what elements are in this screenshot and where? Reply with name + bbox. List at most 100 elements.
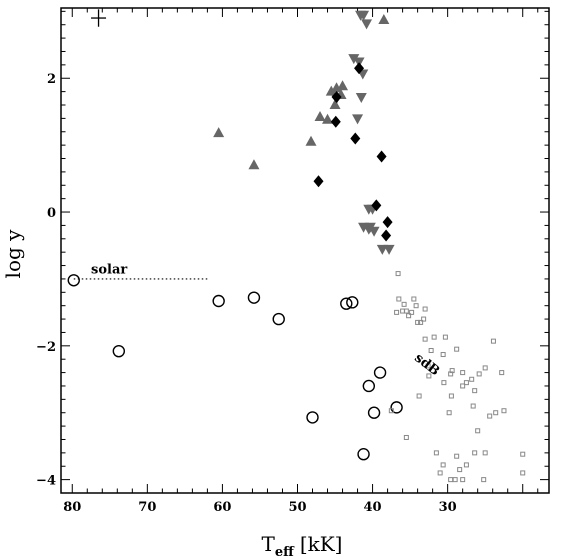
small-square-point (440, 462, 446, 468)
y-tick-labels: −4 −2 0 2 (36, 72, 56, 488)
small-square-point (520, 451, 526, 457)
small-square-point (442, 334, 448, 340)
small-square-point (460, 477, 466, 483)
open-circle-point (112, 344, 126, 358)
small-square-point (446, 410, 452, 416)
diamond-point (382, 216, 393, 229)
small-square-point (463, 380, 469, 386)
small-square-point (520, 470, 526, 476)
triangle-up-point (248, 159, 260, 170)
small-square-point (448, 393, 454, 399)
data-points (67, 10, 526, 483)
x-axis-title-sub: eff (275, 545, 295, 559)
triangle-up-point (337, 80, 349, 91)
y-axis-title: log y (1, 229, 25, 279)
small-square-point (394, 309, 400, 315)
y-tick-label: −4 (36, 474, 56, 489)
small-square-point (425, 363, 431, 369)
open-circle-point (346, 296, 359, 309)
small-square-point (418, 319, 424, 325)
small-square-point (388, 408, 394, 414)
small-square-point (416, 393, 422, 399)
small-square-point (421, 316, 427, 322)
small-square-point (441, 380, 447, 386)
plot-border (60, 7, 550, 494)
small-square-point (411, 296, 417, 302)
small-square-point (403, 308, 409, 314)
small-square-point (433, 450, 439, 456)
plot-frame (60, 7, 550, 494)
small-square-point (454, 453, 460, 459)
small-square-point (431, 334, 437, 340)
small-square-point (501, 408, 507, 414)
open-circle-point (367, 406, 381, 419)
diamond-point (354, 62, 365, 75)
small-square-point (449, 368, 455, 374)
triangle-up-point (213, 127, 225, 138)
x-axis-title: Teff [kK] (262, 532, 343, 559)
small-square-point (472, 388, 478, 394)
small-square-point (463, 462, 469, 468)
x-tick-label: 30 (439, 500, 457, 515)
small-square-point (448, 477, 454, 483)
y-tick-label: −2 (36, 340, 56, 355)
x-tick-label: 70 (138, 500, 156, 515)
small-square-point (428, 348, 434, 354)
small-square-point (406, 313, 412, 319)
small-square-point (401, 301, 407, 307)
triangle-up-point (378, 14, 390, 25)
open-circle-point (340, 297, 353, 310)
triangle-down-point (361, 19, 373, 30)
open-circle-point (306, 411, 319, 424)
small-square-point (460, 370, 466, 376)
small-square-point (472, 450, 478, 456)
small-square-point (422, 306, 428, 312)
small-square-point (415, 319, 421, 325)
small-square-point (395, 271, 401, 277)
triangle-down-point (352, 114, 364, 125)
open-circle-point (362, 379, 376, 393)
x-tick-labels: 80 70 60 50 40 30 (63, 500, 456, 515)
triangle-down-point (368, 226, 380, 237)
diamond-point (376, 150, 387, 163)
small-square-point (403, 434, 409, 440)
open-circle-point (357, 448, 370, 461)
small-square-point (493, 410, 499, 416)
diamond-point (331, 90, 342, 103)
x-tick-label: 60 (213, 500, 231, 515)
open-circle-point (272, 312, 285, 326)
triangle-up-point (322, 113, 334, 124)
triangle-up-point (325, 85, 337, 96)
open-circle-point (212, 294, 225, 308)
small-square-point (440, 352, 446, 358)
solar-label: solar (91, 263, 127, 278)
triangle-down-point (358, 10, 370, 21)
small-square-point (460, 383, 466, 389)
small-square-point (475, 428, 481, 434)
triangle-down-point (355, 92, 367, 103)
small-square-point (426, 373, 432, 379)
open-circle-point (247, 291, 261, 304)
small-square-point (487, 413, 493, 419)
diamond-point (313, 175, 324, 188)
y-tick-label: 2 (47, 72, 56, 87)
small-square-point (396, 296, 402, 302)
small-square-point (476, 371, 482, 377)
diamond-point (371, 199, 382, 212)
x-tick-label: 50 (288, 500, 306, 515)
small-square-point (470, 403, 476, 409)
triangle-down-point (383, 244, 395, 255)
x-axis-title-unit: [kK] (300, 532, 343, 556)
y-tick-label: 0 (47, 206, 56, 221)
open-circle-point (390, 401, 403, 414)
small-square-point (469, 376, 475, 382)
axis-ticks (61, 8, 549, 494)
x-tick-label: 80 (63, 500, 81, 515)
diamond-point (330, 115, 341, 128)
small-square-point (481, 477, 487, 483)
small-square-point (482, 365, 488, 371)
diamond-point (350, 132, 361, 145)
triangle-up-point (314, 111, 326, 122)
